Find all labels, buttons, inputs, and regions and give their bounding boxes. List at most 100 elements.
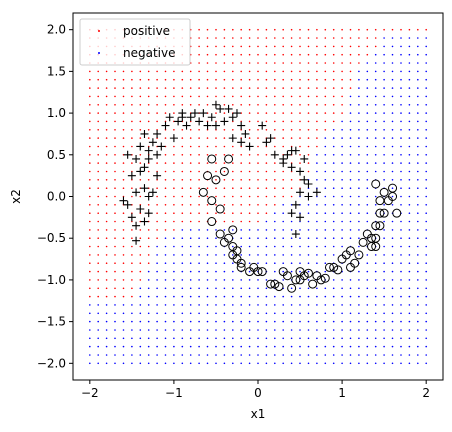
- grid-dot-positive: [307, 145, 310, 148]
- grid-dot-negative: [391, 304, 394, 306]
- grid-dot-negative: [316, 312, 318, 315]
- grid-dot-negative: [164, 262, 167, 265]
- grid-dot-negative: [425, 195, 428, 198]
- grid-dot-negative: [408, 245, 411, 248]
- grid-dot-negative: [366, 104, 369, 106]
- grid-dot-negative: [341, 245, 343, 248]
- grid-dot-positive: [290, 45, 293, 48]
- grid-dot-negative: [206, 329, 209, 331]
- y-tick-label: 0.5: [47, 148, 66, 162]
- grid-dot-positive: [89, 154, 91, 156]
- grid-dot-negative: [257, 354, 259, 356]
- grid-dot-negative: [232, 345, 234, 348]
- grid-dot-positive: [206, 78, 209, 81]
- grid-dot-negative: [349, 145, 352, 148]
- grid-dot-positive: [97, 204, 99, 206]
- grid-dot-positive: [274, 62, 276, 64]
- grid-dot-positive: [198, 162, 200, 164]
- grid-dot-negative: [349, 95, 352, 98]
- grid-dot-positive: [156, 195, 158, 198]
- point-positive: [144, 192, 153, 201]
- grid-dot-negative: [223, 304, 226, 306]
- grid-dot-negative: [232, 362, 234, 365]
- grid-dot-positive: [290, 195, 293, 198]
- grid-dot-positive: [97, 229, 99, 231]
- grid-dot-positive: [232, 220, 234, 223]
- grid-dot-negative: [181, 320, 184, 323]
- grid-dot-negative: [324, 245, 327, 248]
- grid-dot-negative: [181, 245, 184, 248]
- grid-dot-negative: [181, 287, 184, 290]
- grid-dot-negative: [383, 112, 385, 114]
- grid-dot-negative: [324, 220, 327, 223]
- grid-dot-negative: [181, 345, 184, 348]
- grid-dot-negative: [366, 179, 369, 181]
- grid-dot-positive: [105, 137, 108, 139]
- grid-dot-positive: [122, 270, 125, 273]
- grid-dot-positive: [139, 195, 142, 198]
- grid-dot-negative: [232, 262, 234, 265]
- grid-dot-negative: [358, 187, 360, 189]
- grid-dot-negative: [105, 320, 108, 323]
- grid-dot-positive: [257, 104, 259, 106]
- grid-dot-negative: [147, 304, 150, 306]
- grid-dot-positive: [232, 145, 234, 148]
- grid-dot-negative: [383, 295, 385, 298]
- grid-dot-negative: [417, 87, 419, 89]
- grid-dot-positive: [248, 187, 251, 189]
- grid-dot-negative: [290, 312, 293, 315]
- grid-dot-negative: [391, 45, 394, 48]
- grid-dot-negative: [425, 154, 428, 156]
- grid-dot-positive: [215, 204, 217, 206]
- grid-dot-negative: [181, 237, 184, 239]
- grid-dot-positive: [332, 78, 335, 81]
- point-positive: [132, 221, 141, 230]
- grid-dot-negative: [265, 337, 268, 340]
- grid-dot-positive: [173, 187, 175, 189]
- grid-dot-negative: [400, 104, 402, 106]
- grid-dot-positive: [248, 162, 251, 164]
- grid-dot-negative: [374, 112, 377, 114]
- grid-dot-negative: [307, 287, 310, 290]
- grid-dot-positive: [181, 95, 184, 98]
- grid-dot-positive: [215, 112, 217, 114]
- grid-dot-negative: [156, 262, 158, 265]
- grid-dot-positive: [324, 62, 327, 64]
- grid-dot-negative: [358, 354, 360, 356]
- grid-dot-negative: [391, 37, 394, 39]
- grid-dot-negative: [358, 287, 360, 290]
- grid-dot-negative: [374, 362, 377, 365]
- grid-dot-negative: [97, 362, 99, 365]
- grid-dot-positive: [223, 187, 226, 189]
- grid-dot-positive: [173, 229, 175, 231]
- grid-dot-positive: [265, 45, 268, 48]
- grid-dot-positive: [232, 104, 234, 106]
- grid-dot-positive: [324, 70, 327, 73]
- grid-dot-negative: [391, 262, 394, 265]
- grid-dot-negative: [248, 337, 251, 340]
- grid-dot-negative: [383, 229, 385, 231]
- grid-dot-positive: [97, 154, 99, 156]
- grid-dot-positive: [122, 287, 125, 290]
- grid-dot-negative: [366, 320, 369, 323]
- grid-dot-negative: [147, 279, 150, 281]
- grid-dot-positive: [156, 70, 158, 73]
- grid-dot-negative: [408, 170, 411, 173]
- grid-dot-positive: [206, 187, 209, 189]
- grid-dot-positive: [147, 70, 150, 73]
- grid-dot-positive: [181, 154, 184, 156]
- grid-dot-negative: [282, 220, 285, 223]
- grid-dot-positive: [223, 70, 226, 73]
- grid-dot-negative: [307, 354, 310, 356]
- grid-dot-positive: [139, 154, 142, 156]
- grid-dot-negative: [417, 237, 419, 239]
- grid-dot-positive: [248, 45, 251, 48]
- grid-dot-negative: [400, 78, 402, 81]
- point-positive: [287, 163, 296, 172]
- grid-dot-positive: [189, 162, 192, 164]
- grid-dot-negative: [349, 204, 352, 206]
- grid-dot-negative: [307, 320, 310, 323]
- grid-dot-positive: [147, 262, 150, 265]
- point-positive: [203, 121, 212, 130]
- grid-dot-negative: [383, 337, 385, 340]
